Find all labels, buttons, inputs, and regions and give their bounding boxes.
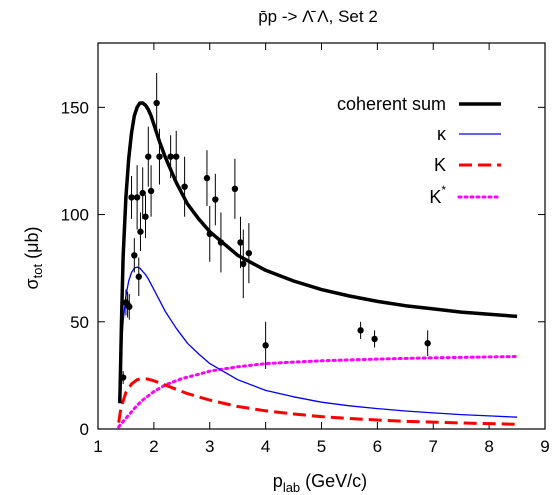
data-point <box>357 327 364 334</box>
y-tick-label: 50 <box>70 313 89 332</box>
legend: coherent sum κ K K* <box>337 94 503 207</box>
data-point <box>145 153 152 160</box>
svg-text:σtot (μb): σtot (μb) <box>22 227 45 290</box>
data-point <box>147 187 155 195</box>
x-tick-label: 3 <box>205 437 214 456</box>
data-point <box>128 194 135 201</box>
x-axis-symbol: p <box>273 471 283 491</box>
y-tick-label: 0 <box>80 420 89 439</box>
legend-label-k: K <box>434 155 446 175</box>
x-axis-unit: (GeV/c) <box>300 471 367 491</box>
x-tick-label: 2 <box>149 437 158 456</box>
data-point <box>237 239 244 246</box>
data-point <box>203 174 211 182</box>
data-point <box>240 260 247 268</box>
y-tick-label: 100 <box>61 206 89 225</box>
x-tick-label: 9 <box>540 437 549 456</box>
data-point <box>181 183 188 190</box>
x-tick-label: 4 <box>261 437 270 456</box>
data-point <box>173 153 180 160</box>
y-tick-label: 150 <box>61 98 89 117</box>
y-axis-subscript: tot <box>30 264 45 279</box>
x-tick-label: 5 <box>317 437 326 456</box>
series-k-star <box>117 355 519 429</box>
data-point <box>126 303 133 310</box>
data-point <box>262 342 269 349</box>
data-points <box>119 73 431 384</box>
x-tick-label: 7 <box>429 437 438 456</box>
y-axis-unit: (μb) <box>22 227 42 264</box>
y-axis-symbol: σ <box>22 278 42 289</box>
data-point <box>119 374 127 381</box>
legend-label-kappa: κ <box>437 124 447 144</box>
x-axis-title: plab (GeV/c) <box>273 471 367 495</box>
data-point <box>217 239 225 246</box>
x-tick-label: 6 <box>373 437 382 456</box>
data-point <box>231 185 239 193</box>
data-point <box>153 99 160 107</box>
legend-label-k-star: K* <box>429 183 446 207</box>
legend-label-k-star-base: K <box>429 187 441 207</box>
data-point <box>371 335 378 343</box>
data-point <box>212 196 219 203</box>
x-tick-label: 8 <box>484 437 493 456</box>
data-point <box>206 230 213 238</box>
legend-label-coherent-sum: coherent sum <box>337 94 446 114</box>
data-point <box>167 153 174 160</box>
y-axis-title: σtot (μb) <box>22 227 45 290</box>
data-point <box>131 252 138 259</box>
chart-title: p̄p -> Λ̄ Λ, Set 2 <box>258 7 378 26</box>
data-point <box>156 153 163 160</box>
series-k <box>117 377 518 426</box>
series-kappa <box>118 266 518 418</box>
data-point <box>137 228 144 235</box>
legend-label-k-star-sup: * <box>441 183 446 197</box>
data-point <box>142 213 149 220</box>
x-axis-subscript: lab <box>283 480 300 495</box>
data-point <box>245 249 253 257</box>
plot-frame <box>97 42 546 430</box>
data-point <box>139 189 146 197</box>
data-point <box>135 273 142 280</box>
data-point <box>133 194 141 201</box>
series-coherent-sum <box>118 101 518 404</box>
data-point <box>424 340 431 347</box>
series-curves <box>117 101 519 429</box>
x-tick-label: 1 <box>93 437 102 456</box>
